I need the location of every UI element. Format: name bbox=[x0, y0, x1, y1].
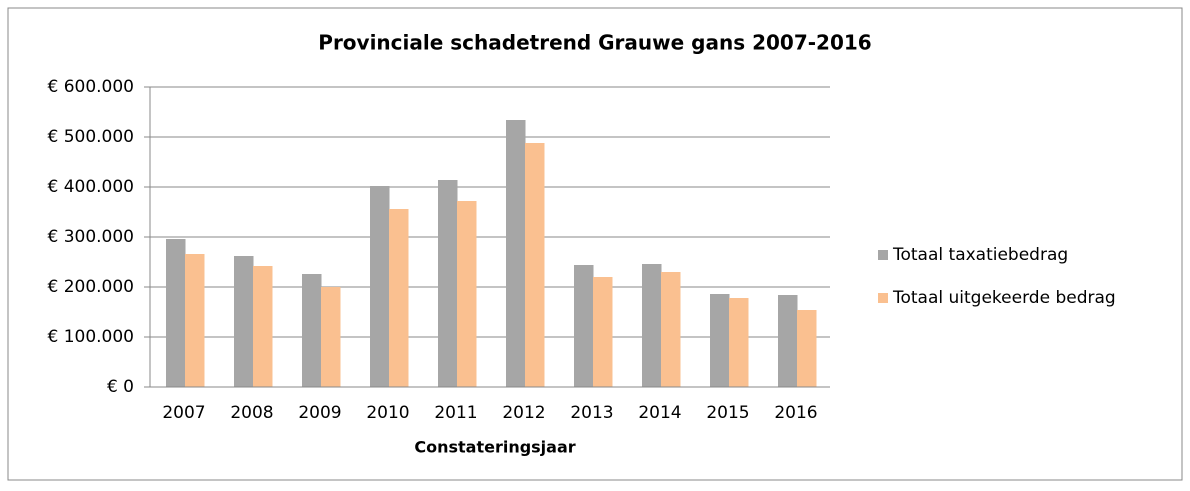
bar bbox=[729, 298, 749, 387]
bar bbox=[438, 180, 458, 387]
bar bbox=[370, 186, 390, 387]
legend-swatch bbox=[878, 250, 888, 260]
x-tick-label: 2011 bbox=[434, 403, 477, 423]
bar bbox=[797, 310, 817, 387]
bar bbox=[778, 295, 798, 387]
x-tick-label: 2008 bbox=[230, 403, 273, 423]
bar bbox=[166, 239, 186, 387]
legend-label: Totaal uitgekeerde bedrag bbox=[892, 288, 1116, 308]
bar bbox=[525, 143, 545, 387]
bar bbox=[389, 209, 409, 387]
y-tick-label: € 0 bbox=[107, 377, 134, 397]
y-tick-label: € 500.000 bbox=[47, 127, 134, 147]
chart-title: Provinciale schadetrend Grauwe gans 2007… bbox=[318, 31, 871, 55]
y-tick-label: € 300.000 bbox=[47, 227, 134, 247]
bar bbox=[506, 120, 526, 387]
bar bbox=[574, 265, 594, 387]
x-tick-label: 2013 bbox=[570, 403, 613, 423]
y-tick-label: € 600.000 bbox=[47, 77, 134, 97]
bar bbox=[302, 274, 322, 387]
bar bbox=[593, 277, 613, 387]
x-axis-title: Constateringsjaar bbox=[414, 438, 575, 457]
bar bbox=[321, 287, 341, 387]
x-tick-label: 2016 bbox=[774, 403, 817, 423]
bar bbox=[642, 264, 662, 387]
y-tick-label: € 200.000 bbox=[47, 277, 134, 297]
bar bbox=[185, 254, 205, 387]
y-tick-label: € 400.000 bbox=[47, 177, 134, 197]
x-tick-label: 2007 bbox=[162, 403, 205, 423]
bar bbox=[710, 294, 730, 387]
bar bbox=[253, 266, 273, 387]
bar bbox=[234, 256, 254, 387]
bar bbox=[661, 272, 681, 387]
x-tick-label: 2014 bbox=[638, 403, 681, 423]
bar bbox=[457, 201, 477, 387]
y-tick-label: € 100.000 bbox=[47, 327, 134, 347]
x-tick-label: 2009 bbox=[298, 403, 341, 423]
x-tick-label: 2015 bbox=[706, 403, 749, 423]
x-tick-label: 2012 bbox=[502, 403, 545, 423]
x-tick-label: 2010 bbox=[366, 403, 409, 423]
legend-swatch bbox=[878, 293, 888, 303]
legend-label: Totaal taxatiebedrag bbox=[892, 245, 1068, 265]
